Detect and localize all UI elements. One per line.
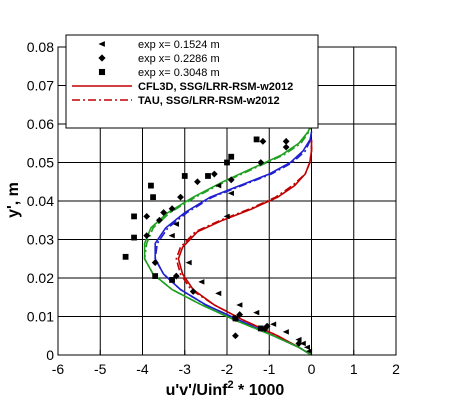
- data-point: [223, 213, 230, 220]
- data-point: [227, 190, 234, 197]
- data-point: [122, 253, 129, 260]
- data-point: [181, 173, 188, 179]
- data-point: [215, 290, 222, 297]
- data-point: [282, 137, 290, 145]
- data-point: [169, 277, 175, 283]
- y-axis-label: y', m: [5, 182, 22, 218]
- legend: exp x= 0.1524 m exp x= 0.2286 m exp x= 0.3…: [65, 34, 319, 129]
- x-tick-label: -3: [179, 361, 192, 377]
- data-point: [305, 348, 313, 354]
- x-tick-label: -6: [52, 361, 65, 377]
- data-point: [253, 309, 260, 316]
- data-point: [295, 336, 302, 343]
- x-axis-label: u'v'/Uinf2 * 1000: [166, 379, 285, 399]
- legend-label: exp x= 0.2286 m: [138, 53, 220, 65]
- data-point: [131, 234, 137, 241]
- y-tick-label: 0.01: [27, 309, 54, 325]
- data-point: [160, 209, 168, 216]
- x-tick-label: 1: [350, 361, 358, 377]
- y-tick-label: 0.07: [27, 78, 54, 94]
- data-point: [270, 321, 277, 327]
- legend-marker: [98, 54, 106, 62]
- legend-label: TAU, SSG/LRR-RSM-w2012: [138, 95, 280, 107]
- legend-label: exp x= 0.1524 m: [138, 39, 220, 51]
- data-point: [282, 329, 289, 335]
- data-point: [172, 221, 180, 227]
- data-point: [205, 173, 211, 179]
- data-point: [198, 279, 205, 285]
- data-point: [295, 340, 303, 347]
- y-tick-label: 0.08: [27, 39, 54, 55]
- data-point: [177, 193, 184, 201]
- experiment-markers: [122, 136, 313, 354]
- data-point: [303, 344, 310, 351]
- data-point: [185, 259, 192, 266]
- legend-marker: [98, 41, 105, 47]
- data-point: [194, 178, 201, 186]
- data-point: [143, 232, 151, 240]
- data-point: [232, 315, 239, 322]
- data-point: [168, 205, 176, 213]
- legend-items: exp x= 0.1524 m exp x= 0.2286 m exp x= 0.3…: [72, 39, 293, 107]
- data-point: [282, 143, 290, 151]
- ticks: [57, 46, 397, 356]
- legend-label: CFL3D, SSG/LRR-RSM-w2012: [138, 81, 293, 93]
- y-tick-label: 0.05: [27, 155, 54, 171]
- x-tick-label: 0: [308, 361, 316, 377]
- data-point: [236, 302, 243, 308]
- legend-label: exp x= 0.3048 m: [138, 67, 220, 79]
- series-line: [154, 131, 313, 356]
- series-line: [154, 131, 313, 356]
- x-tick-label: 2: [392, 361, 400, 377]
- data-point: [148, 182, 154, 189]
- data-point: [257, 325, 264, 332]
- data-point: [259, 137, 267, 145]
- x-tick-label: -4: [136, 361, 149, 377]
- series-line: [175, 139, 313, 356]
- data-point: [253, 136, 260, 143]
- data-point: [232, 332, 239, 340]
- y-tick-label: 0.02: [27, 270, 54, 286]
- data-point: [189, 288, 197, 295]
- data-point: [228, 153, 235, 160]
- data-point: [257, 159, 265, 166]
- y-tick-label: 0: [46, 347, 54, 363]
- data-point: [224, 159, 230, 166]
- legend-box: [65, 34, 319, 129]
- y-tick-label: 0.06: [27, 116, 54, 132]
- data-point: [143, 213, 151, 220]
- x-tick-label: -1: [263, 361, 276, 377]
- y-tick-label: 0.03: [27, 232, 54, 248]
- data-point: [131, 213, 137, 220]
- data-point: [156, 216, 163, 224]
- data-point: [227, 176, 235, 184]
- data-point: [152, 273, 159, 279]
- data-point: [151, 259, 159, 266]
- data-point: [150, 194, 156, 201]
- x-tick-label: -5: [94, 361, 107, 377]
- data-point: [263, 322, 271, 330]
- data-point: [299, 340, 306, 347]
- x-tick-label: -2: [221, 361, 234, 377]
- data-point: [210, 170, 218, 178]
- tick-labels: -6 -5 -4 -3 -2 -1 0 1 2 0 0.01 0.02 0.03 0.04 0.05 0.06…: [27, 39, 400, 377]
- data-point: [215, 182, 222, 189]
- y-tick-label: 0.04: [27, 193, 54, 209]
- data-point: [168, 232, 175, 239]
- legend-marker: [98, 68, 106, 76]
